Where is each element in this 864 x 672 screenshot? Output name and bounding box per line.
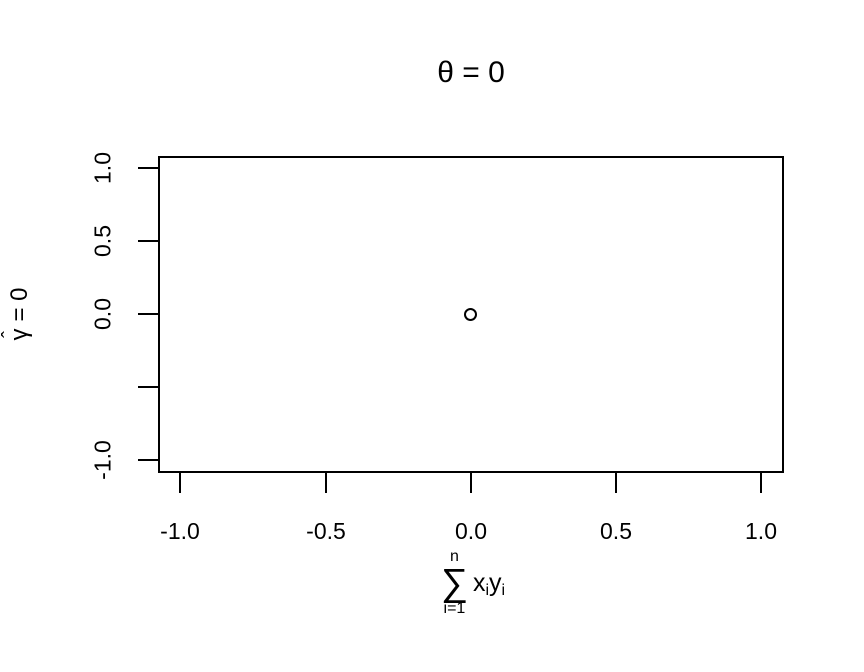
x-tick-mark bbox=[760, 473, 762, 493]
y-tick-mark bbox=[138, 386, 158, 388]
x-axis-label: n ∑ i=1 xiyi bbox=[440, 547, 506, 618]
term-x: x bbox=[472, 568, 486, 597]
x-tick-label: 0.0 bbox=[455, 518, 487, 544]
x-tick-label: 0.5 bbox=[600, 518, 632, 544]
data-point-circle bbox=[464, 308, 477, 321]
term-y-subscript: i bbox=[501, 581, 506, 599]
y-tick-mark bbox=[138, 459, 158, 461]
x-tick-label: -1.0 bbox=[160, 518, 200, 544]
x-tick-mark bbox=[325, 473, 327, 493]
sum-lower-limit: i=1 bbox=[443, 600, 466, 618]
y-tick-mark bbox=[138, 167, 158, 169]
summand-terms: xiyi bbox=[472, 568, 506, 599]
sum-upper-limit: n bbox=[449, 547, 459, 565]
hat-accent: ˆ bbox=[0, 331, 22, 338]
x-tick-label: 1.0 bbox=[745, 518, 777, 544]
x-tick-label: -0.5 bbox=[306, 518, 346, 544]
x-tick-mark bbox=[470, 473, 472, 493]
y-axis-label: ˆ γ = 0 bbox=[0, 287, 34, 341]
x-tick-mark bbox=[179, 473, 181, 493]
y-tick-label: 1.0 bbox=[89, 152, 116, 184]
y-tick-label: 0.5 bbox=[89, 225, 116, 257]
sigma-icon: ∑ bbox=[440, 561, 468, 604]
x-tick-mark bbox=[615, 473, 617, 493]
y-tick-mark bbox=[138, 240, 158, 242]
term-y: y bbox=[489, 568, 502, 597]
equals-zero-text: = 0 bbox=[6, 287, 33, 322]
plot-title: θ = 0 bbox=[437, 56, 505, 89]
y-tick-mark bbox=[138, 313, 158, 315]
y-tick-label: 0.0 bbox=[89, 298, 116, 330]
y-tick-label: -1.0 bbox=[89, 440, 116, 480]
term-x-subscript: i bbox=[485, 581, 490, 599]
summation-stack: n ∑ i=1 bbox=[440, 547, 468, 618]
